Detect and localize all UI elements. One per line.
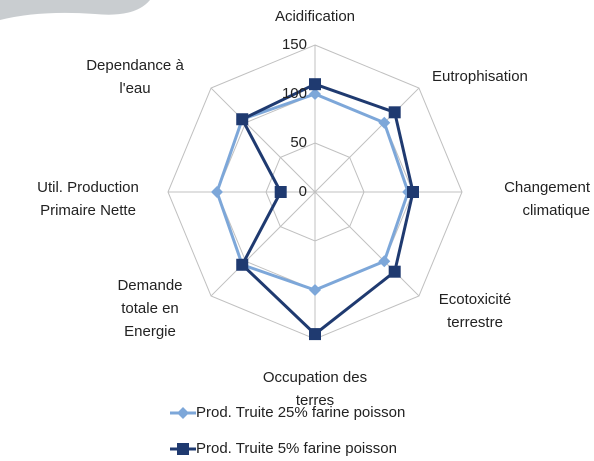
data-point [309, 78, 321, 90]
data-point [309, 284, 321, 296]
spoke [211, 192, 315, 296]
legend-label: Prod. Truite 5% farine poisson [196, 440, 397, 457]
data-point [236, 113, 248, 125]
data-point [309, 328, 321, 340]
data-point [236, 259, 248, 271]
cropped-image [0, 0, 150, 20]
legend-marker [177, 407, 189, 419]
data-point [389, 266, 401, 278]
data-point [275, 186, 287, 198]
legend-label: Prod. Truite 25% farine poisson [196, 404, 405, 421]
category-label: Eutrophisation [432, 68, 528, 85]
data-point [211, 186, 223, 198]
r-tick-label: 0 [299, 183, 307, 200]
chart: Acidification Eutrophisation Changementcli… [0, 0, 594, 461]
r-tick-label: 150 [282, 36, 307, 53]
legend-marker [177, 443, 189, 455]
data-point [389, 106, 401, 118]
r-tick-label: 50 [290, 134, 307, 151]
category-label: Acidification [275, 8, 355, 25]
r-tick-label: 100 [282, 85, 307, 102]
data-point [407, 186, 419, 198]
